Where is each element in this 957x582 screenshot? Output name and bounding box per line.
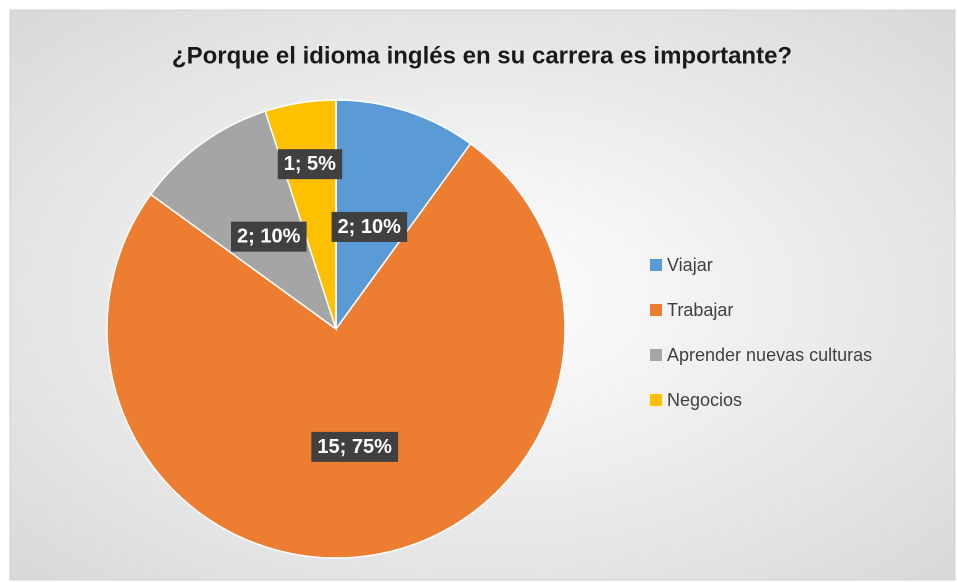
data-label-box	[311, 431, 399, 462]
legend-label: Viajar	[667, 255, 713, 275]
data-label: 15; 75%	[317, 436, 392, 458]
data-label-box	[331, 211, 408, 242]
chart-title: ¿Porque el idioma inglés en su carrera e…	[172, 42, 792, 69]
legend-label: Aprender nuevas culturas	[667, 345, 872, 365]
legend-swatch	[650, 259, 662, 271]
legend-swatch	[650, 349, 662, 361]
legend-swatch	[650, 394, 662, 406]
data-label-box	[231, 221, 307, 252]
data-label: 2; 10%	[237, 226, 301, 248]
data-label: 2; 10%	[338, 216, 402, 238]
data-label-box	[277, 149, 343, 180]
pie-slice	[149, 110, 338, 331]
legend-label: Trabajar	[667, 300, 733, 320]
data-label: 1; 5%	[284, 153, 336, 175]
pie-slice	[106, 142, 566, 559]
legend-label: Negocios	[667, 390, 742, 410]
legend-swatch	[650, 304, 662, 316]
